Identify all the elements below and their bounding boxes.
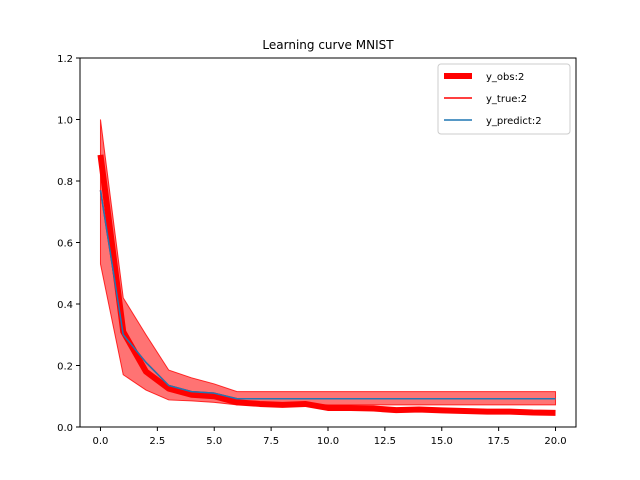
series-line-1: [97, 154, 556, 416]
y-tick-label: 1.0: [57, 116, 73, 127]
x-tick-label: 5.0: [206, 436, 222, 447]
series-line-3: [99, 190, 556, 400]
x-tick-label: 20.0: [544, 436, 566, 447]
x-tick-label: 7.5: [263, 436, 279, 447]
legend-label: y_predict:2: [486, 116, 542, 127]
x-tick-label: 17.5: [488, 436, 510, 447]
x-tick-label: 15.0: [431, 436, 453, 447]
plot-area: 0.0 2.5 5.0 7.5 10.0 12.5 15.0 17.5 20.0 0.0 0.2 0.…: [57, 54, 577, 447]
legend: y_obs:2 y_true:2 y_predict:2: [437, 63, 571, 135]
x-tick-label: 0.0: [93, 436, 109, 447]
x-tick-label: 2.5: [149, 436, 165, 447]
legend-box: [437, 63, 571, 135]
y-tick-label: 0.2: [57, 362, 73, 373]
legend-label: y_obs:2: [486, 72, 524, 83]
y-tick-label: 0.8: [57, 177, 73, 188]
chart-title: Learning curve MNIST: [262, 38, 394, 52]
x-tick-label: 12.5: [374, 436, 396, 447]
x-tick-label: 10.0: [317, 436, 339, 447]
y-tick-label: 0.6: [57, 239, 73, 250]
y-tick-label: 1.2: [57, 54, 73, 65]
legend-label: y_true:2: [486, 94, 527, 105]
y-tick-label: 0.4: [57, 300, 73, 311]
y-tick-label: 0.0: [57, 423, 73, 434]
